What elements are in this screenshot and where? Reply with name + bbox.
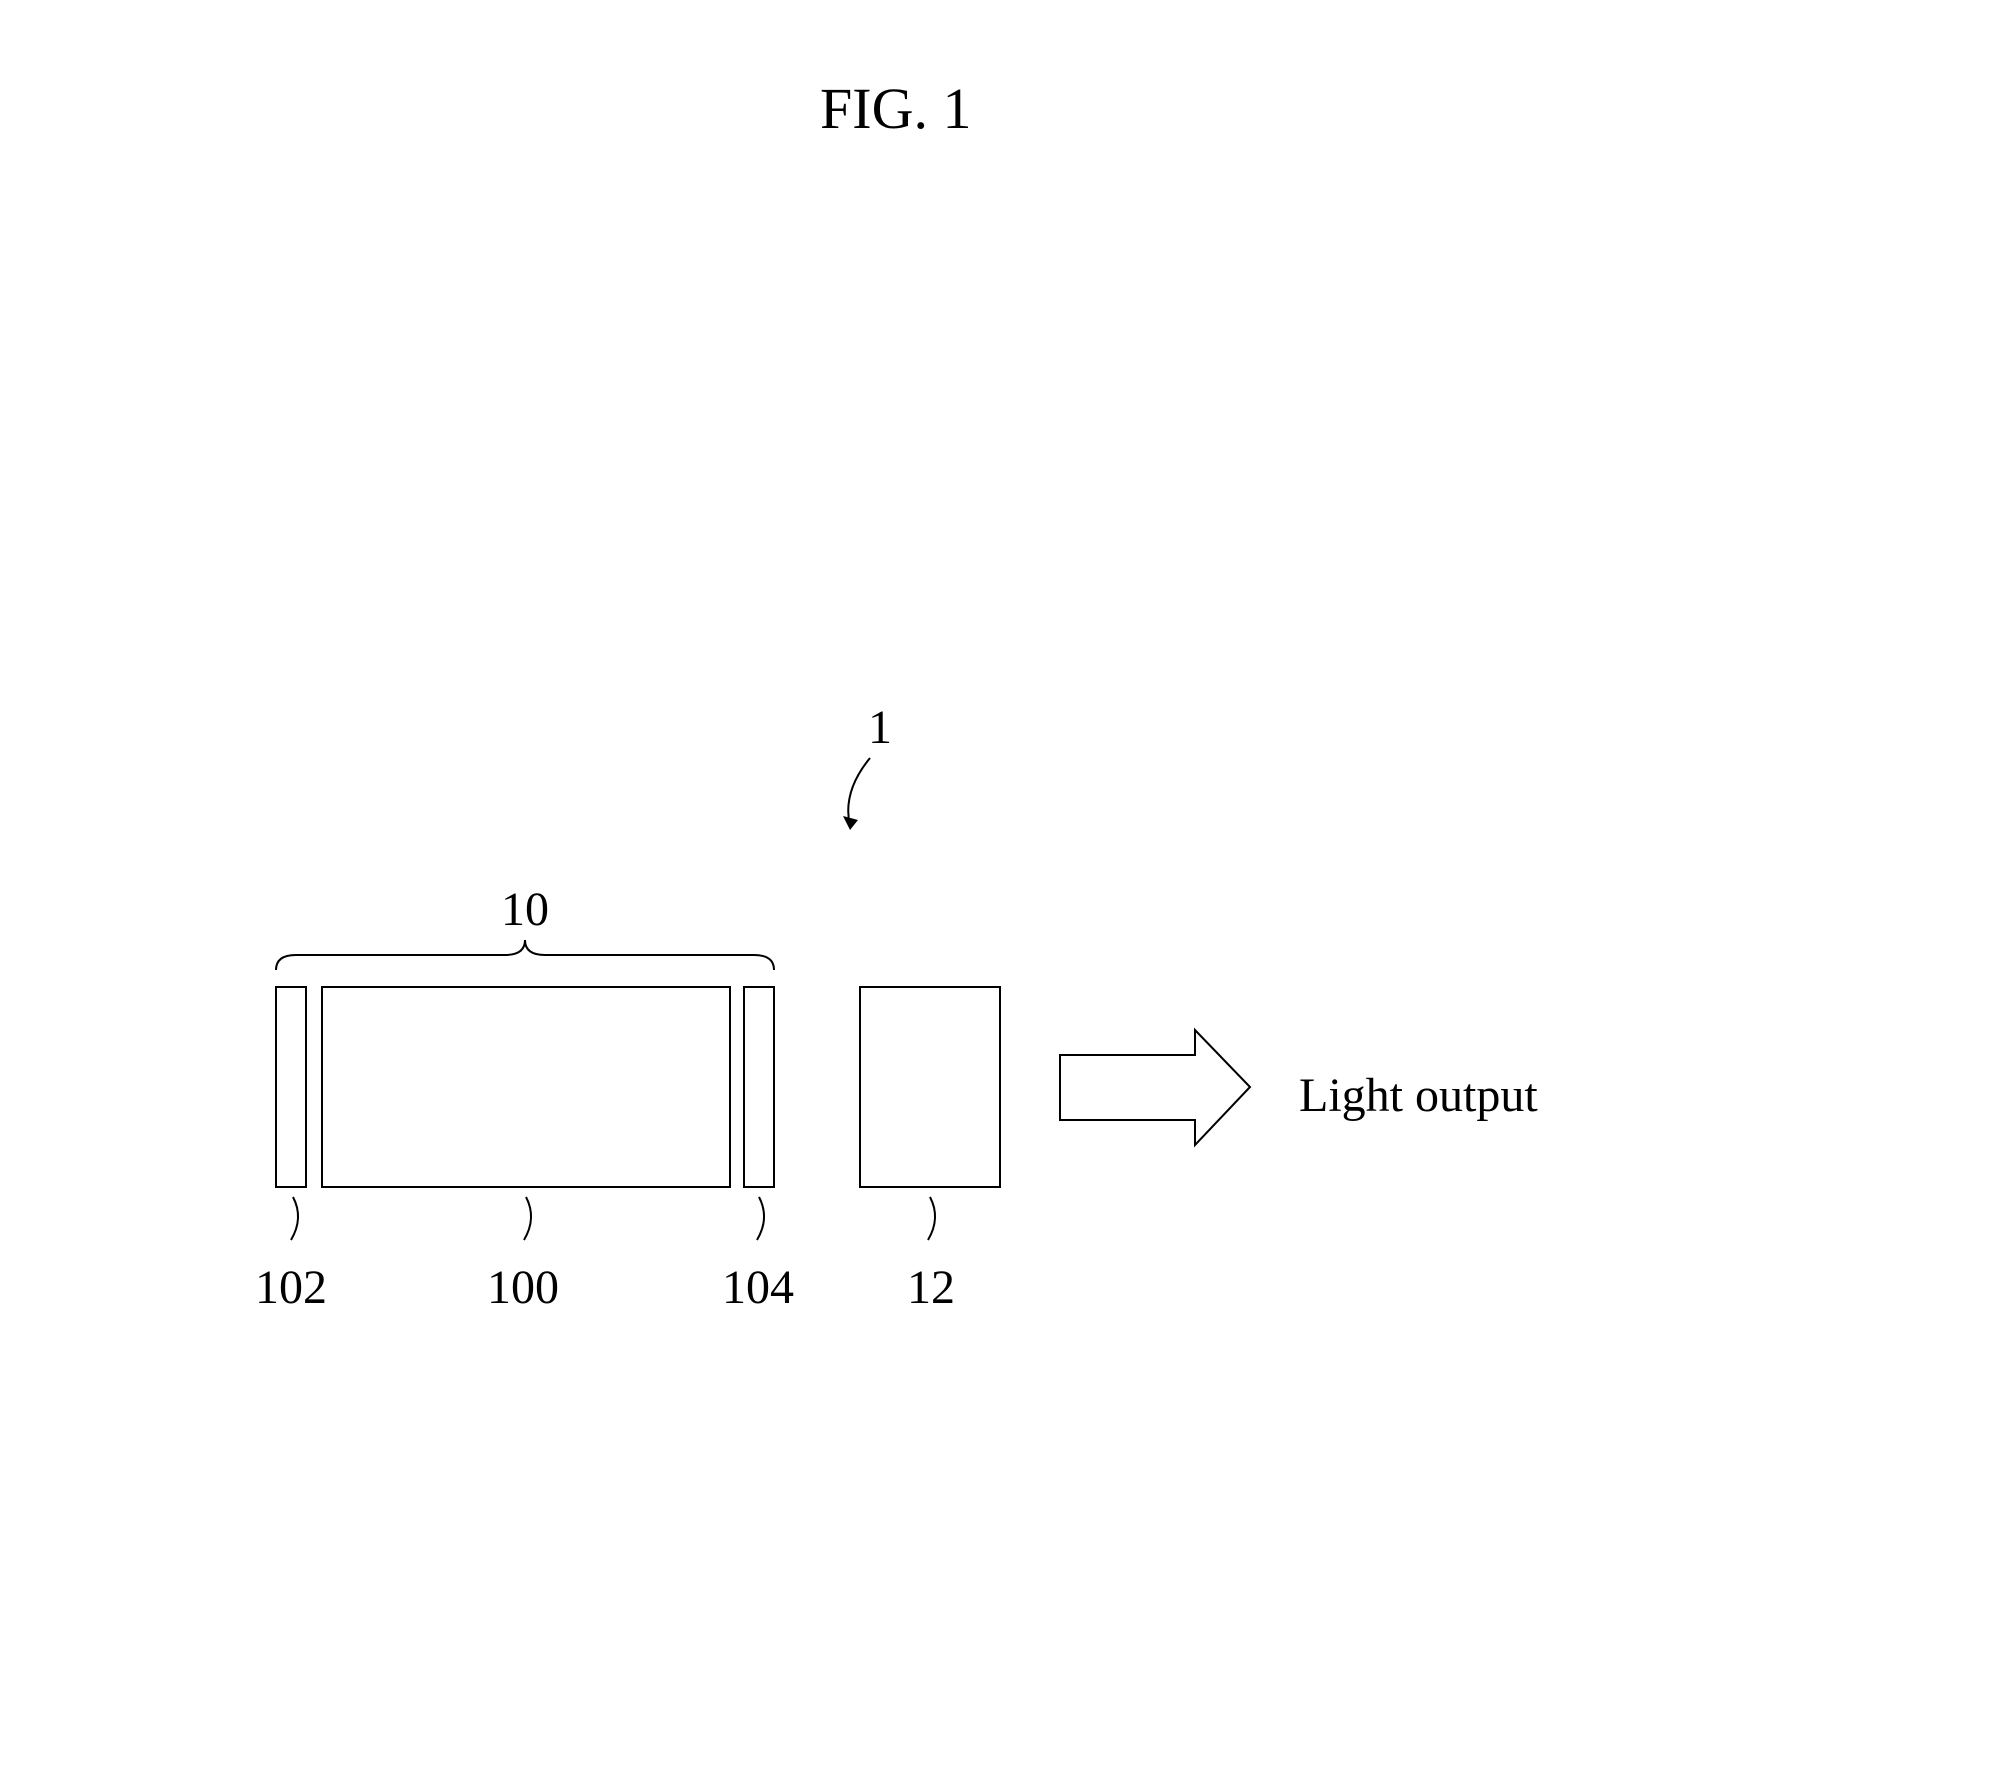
leader-100 — [524, 1197, 531, 1240]
ref-1-arrow-head — [843, 816, 858, 830]
block-104 — [744, 987, 774, 1187]
leader-12 — [928, 1197, 935, 1240]
block-100-label: 100 — [487, 1260, 559, 1315]
block-100 — [322, 987, 730, 1187]
block-12 — [860, 987, 1000, 1187]
leader-102 — [291, 1197, 298, 1240]
block-102-label: 102 — [255, 1260, 327, 1315]
ref-1-arrow-path — [848, 758, 870, 826]
block-104-label: 104 — [722, 1260, 794, 1315]
ref-1-label: 1 — [868, 700, 892, 755]
leader-104 — [757, 1197, 764, 1240]
block-12-label: 12 — [907, 1260, 955, 1315]
diagram-svg — [0, 0, 1991, 1771]
output-label: Light output — [1299, 1068, 1538, 1123]
output-arrow — [1060, 1030, 1250, 1145]
block-102 — [276, 987, 306, 1187]
bracket-10 — [276, 940, 774, 970]
bracket-10-label: 10 — [501, 882, 549, 937]
